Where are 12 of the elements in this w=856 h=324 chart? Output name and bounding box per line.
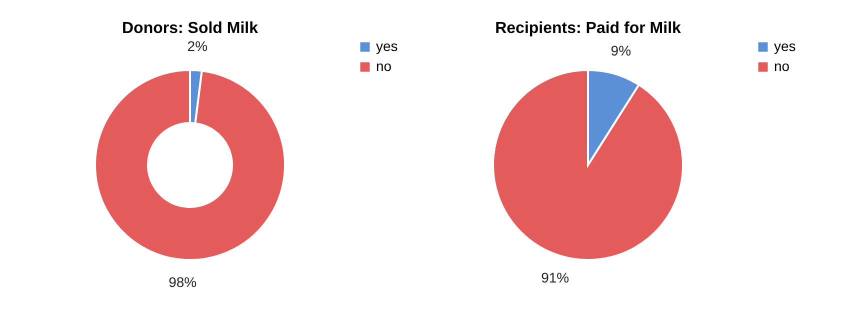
- data-label: 91%: [541, 269, 570, 286]
- pie-slice: [492, 69, 684, 261]
- data-label: 9%: [610, 42, 632, 59]
- chart-title: Donors: Sold Milk: [122, 20, 258, 37]
- legend-label: yes: [376, 38, 398, 54]
- chart-title: Recipients: Paid for Milk: [495, 20, 682, 37]
- legend-label: no: [376, 58, 392, 74]
- donut-slice: [94, 69, 286, 261]
- legend-label: yes: [774, 38, 796, 54]
- legend-label: no: [774, 58, 790, 74]
- data-label: 2%: [187, 38, 208, 54]
- data-label: 98%: [168, 274, 197, 290]
